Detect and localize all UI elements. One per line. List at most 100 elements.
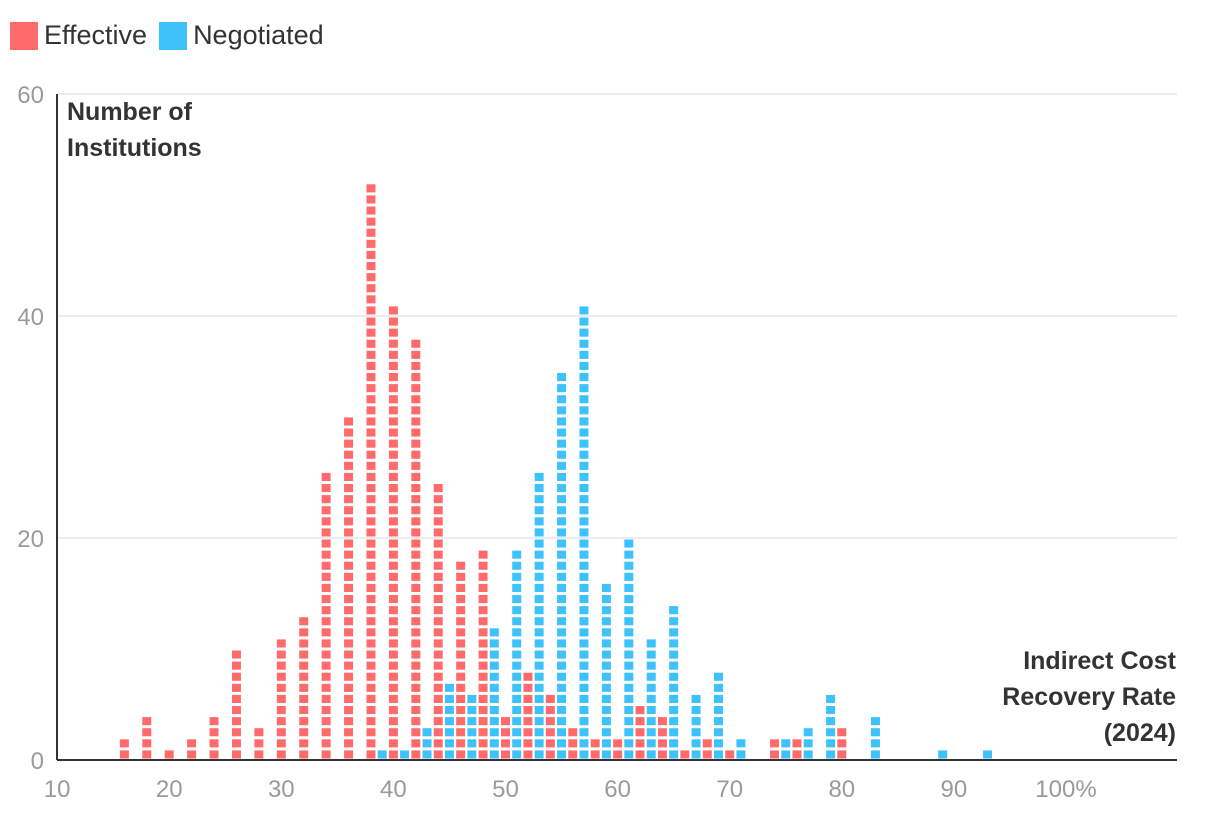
bar-dot	[534, 583, 544, 592]
bar-dot	[624, 583, 634, 592]
bar-dot	[299, 617, 309, 626]
bar-dot	[512, 728, 522, 737]
bar-dot	[557, 595, 567, 604]
bar-dot	[411, 506, 421, 515]
bar-dot	[579, 417, 589, 426]
bar-dot	[344, 739, 354, 748]
bar-dot	[501, 739, 510, 748]
bar-dot	[321, 672, 331, 681]
bar-dot	[826, 728, 836, 737]
bar-dot	[411, 650, 421, 659]
bar-dot	[321, 495, 331, 504]
bar-dot	[411, 628, 421, 637]
bar-dot	[433, 650, 443, 659]
bar-dot	[669, 717, 679, 726]
bar-dot	[579, 461, 589, 470]
bar-dot	[579, 450, 589, 459]
bar-dot	[366, 339, 376, 348]
bar-dot	[512, 717, 522, 726]
bar-dot	[366, 750, 376, 759]
bar-dot	[366, 284, 376, 293]
bar-dot	[579, 561, 589, 570]
bar-dot	[489, 694, 499, 703]
bar-dot	[713, 694, 723, 703]
bar-dot	[299, 672, 309, 681]
series-effective	[119, 184, 847, 759]
bar-dot	[456, 728, 466, 737]
bar-dot	[579, 339, 589, 348]
bar-dot	[534, 639, 544, 648]
x-axis-title: Indirect Cost	[1023, 647, 1176, 675]
bar-dot	[489, 728, 499, 737]
bar-dot	[669, 617, 679, 626]
bar-dot	[142, 717, 152, 726]
bar-dot	[601, 628, 611, 637]
bar-dot	[411, 750, 421, 759]
bar-dot	[870, 750, 880, 759]
bar-dot	[579, 606, 589, 615]
bar-dot	[254, 739, 264, 748]
bar-dot	[579, 495, 589, 504]
bar-dot	[579, 750, 589, 759]
bar-dot	[601, 583, 611, 592]
bar-dot	[411, 395, 421, 404]
bar-dot	[837, 750, 847, 759]
bar-dot	[781, 739, 791, 748]
bar-dot	[489, 650, 499, 659]
bar-dot	[579, 628, 589, 637]
bar-dot	[770, 750, 780, 759]
bar-dot	[321, 484, 331, 493]
bar-dot	[388, 639, 398, 648]
bar-dot	[512, 672, 522, 681]
bar-dot	[624, 561, 634, 570]
bar-dot	[231, 672, 241, 681]
bar-dot	[489, 661, 499, 670]
bar-dot	[624, 639, 634, 648]
bar-dot	[456, 683, 466, 692]
bar-dot	[691, 717, 701, 726]
bar	[411, 339, 421, 759]
bar-dot	[231, 750, 241, 759]
bar	[545, 694, 555, 759]
bar	[377, 750, 387, 759]
bar-dot	[231, 694, 241, 703]
bar-dot	[601, 750, 611, 759]
bar-dot	[601, 672, 611, 681]
bar-dot	[422, 750, 432, 759]
bar	[400, 750, 410, 759]
bar-dot	[534, 561, 544, 570]
x-tick-label: 90	[941, 776, 968, 803]
bar-dot	[557, 650, 567, 659]
bar-dot	[456, 650, 466, 659]
bar-dot	[388, 461, 398, 470]
bar-dot	[388, 317, 398, 326]
bar-dot	[624, 750, 634, 759]
y-tick-label: 40	[17, 304, 44, 331]
bar-dot	[142, 728, 152, 737]
bar-dot	[579, 373, 589, 382]
bar-dot	[512, 628, 522, 637]
bar-dot	[489, 706, 499, 715]
bar-dot	[209, 739, 219, 748]
bar-dot	[568, 739, 578, 748]
bar-dot	[478, 628, 488, 637]
bar-dot	[557, 506, 567, 515]
bar-dot	[826, 694, 836, 703]
bar-dot	[512, 595, 522, 604]
bar-dot	[523, 706, 533, 715]
bar-dot	[579, 317, 589, 326]
bar-dot	[231, 650, 241, 659]
bar-dot	[366, 384, 376, 393]
bar-dot	[444, 706, 454, 715]
x-tick-label: 30	[268, 776, 295, 803]
bar	[467, 694, 477, 759]
bar-dot	[344, 539, 354, 548]
bar-dot	[388, 428, 398, 437]
bar-dot	[299, 739, 309, 748]
bar-dot	[344, 550, 354, 559]
bar-dot	[411, 406, 421, 415]
bar-dot	[456, 639, 466, 648]
bar-dot	[366, 262, 376, 271]
bar-dot	[456, 606, 466, 615]
bar-dot	[209, 717, 219, 726]
